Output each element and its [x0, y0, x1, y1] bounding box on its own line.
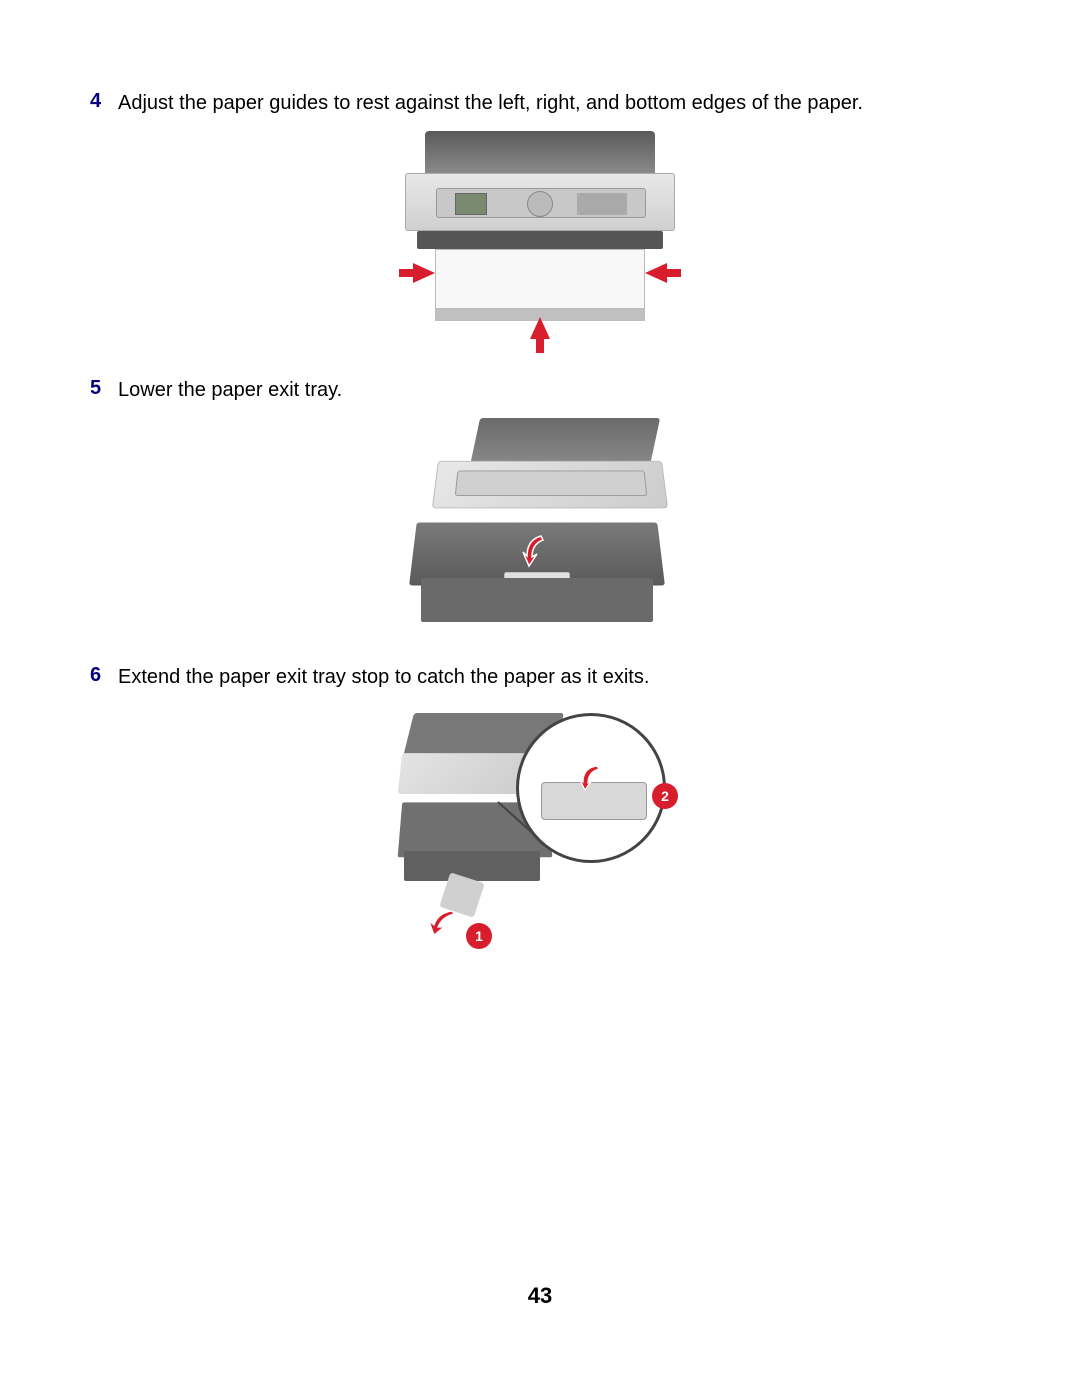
page-content: 4 Adjust the paper guides to rest agains…	[0, 0, 1080, 965]
extend-tray-arrow-icon	[424, 905, 460, 941]
flip-stop-arrow-icon	[575, 760, 613, 798]
badge-2-label: 2	[661, 788, 669, 804]
right-arrow-icon	[667, 269, 681, 277]
step-number-4: 4	[90, 90, 118, 113]
step-text-6: Extend the paper exit tray stop to catch…	[118, 664, 649, 691]
printer-guides-illustration	[405, 131, 675, 351]
step-number-5: 5	[90, 377, 118, 400]
step-text-4: Adjust the paper guides to rest against …	[118, 90, 863, 117]
illustration-6-container: 2 1	[90, 705, 990, 965]
printer-lower-tray-illustration	[405, 418, 675, 638]
bottom-arrow-icon	[536, 339, 544, 353]
badge-1-label: 1	[475, 928, 483, 944]
callout-badge-2: 2	[652, 783, 678, 809]
illustration-4-container	[90, 131, 990, 351]
bottom-arrow-icon	[530, 317, 550, 339]
left-arrow-icon	[413, 263, 435, 283]
step-6-row: 6 Extend the paper exit tray stop to cat…	[90, 664, 990, 691]
lower-tray-arrow-icon	[517, 530, 563, 576]
printer-extend-stop-illustration: 2 1	[400, 705, 680, 965]
left-arrow-icon	[399, 269, 413, 277]
illustration-5-container	[90, 418, 990, 638]
zoom-detail-circle	[516, 713, 666, 863]
step-5-row: 5 Lower the paper exit tray.	[90, 377, 990, 404]
page-number: 43	[0, 1283, 1080, 1309]
step-number-6: 6	[90, 664, 118, 687]
right-arrow-icon	[645, 263, 667, 283]
step-text-5: Lower the paper exit tray.	[118, 377, 342, 404]
step-4-row: 4 Adjust the paper guides to rest agains…	[90, 90, 990, 117]
callout-badge-1: 1	[466, 923, 492, 949]
